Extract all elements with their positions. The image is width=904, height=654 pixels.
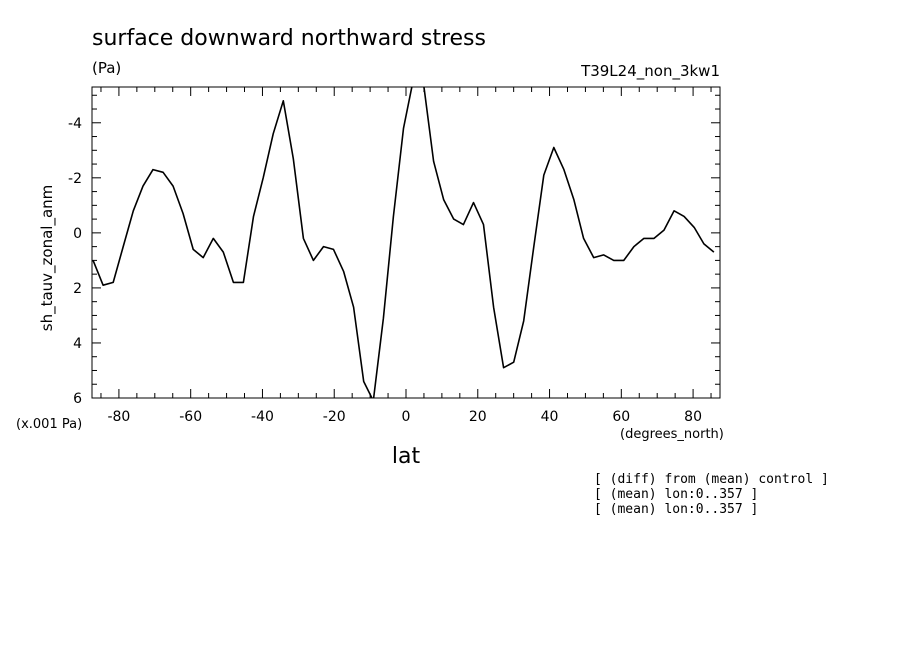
x-axis-label: lat — [392, 444, 421, 469]
y-axis-label: sh_tauv_zonal_anm — [38, 185, 57, 332]
x-units-label: (degrees_north) — [620, 427, 724, 442]
x-tick-label: -80 — [107, 409, 130, 425]
note-line-2: [ (mean) lon:0..357 ] — [594, 487, 758, 502]
units-label: (Pa) — [92, 59, 121, 77]
y-tick-labels: -4 -2 0 2 4 6 — [68, 116, 82, 407]
plot-frame — [91, 86, 721, 399]
x-tick-labels: -80 -60 -40 -20 0 20 40 60 80 — [107, 409, 702, 425]
chart-title: surface downward northward stress — [92, 26, 486, 51]
x-tick-label: -60 — [179, 409, 202, 425]
y-tick-label: -4 — [68, 116, 82, 132]
x-tick-label: 60 — [612, 409, 630, 425]
axis-ticks — [92, 87, 720, 399]
y-tick-label: 6 — [73, 391, 82, 407]
x-tick-label: 80 — [684, 409, 702, 425]
y-tick-label: 0 — [73, 226, 82, 242]
y-tick-label: 2 — [73, 281, 82, 297]
y-scale-label: (x.001 Pa) — [16, 417, 82, 432]
y-tick-label: -2 — [68, 171, 82, 187]
y-tick-label: 4 — [73, 336, 82, 352]
x-tick-label: -40 — [251, 409, 274, 425]
x-tick-label: 20 — [469, 409, 487, 425]
x-tick-label: 40 — [541, 409, 559, 425]
run-label: T39L24_non_3kw1 — [580, 62, 720, 81]
series-line — [92, 87, 715, 398]
note-line-1: [ (diff) from (mean) control ] — [594, 472, 829, 487]
x-tick-label: -20 — [323, 409, 346, 425]
x-tick-label: 0 — [402, 409, 411, 425]
note-line-3: [ (mean) lon:0..357 ] — [594, 502, 758, 517]
